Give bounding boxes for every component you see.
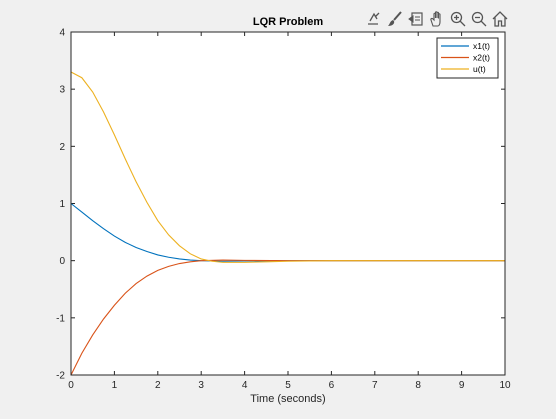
home-button[interactable] [490, 9, 510, 29]
axes-area[interactable] [71, 32, 505, 375]
x-tick-label: 3 [198, 380, 204, 391]
y-tick-label: 1 [59, 199, 65, 210]
legend[interactable]: x1(t) x2(t)u(t) [436, 37, 499, 79]
home-icon [492, 11, 508, 27]
y-tick-label: 3 [59, 85, 65, 96]
zoom-out-button[interactable] [469, 9, 489, 29]
legend-label: x1(t) [473, 41, 490, 51]
axes-box [70, 31, 506, 376]
edit-plot-button[interactable] [364, 9, 384, 29]
axes-toolbar [364, 8, 510, 30]
x-tick-label: 7 [372, 380, 378, 391]
x-tick-label: 0 [68, 380, 74, 391]
edit-plot-icon [368, 12, 380, 25]
pan-button[interactable] [427, 9, 447, 29]
chart-title: LQR Problem [253, 16, 324, 28]
x-tick-label: 6 [329, 380, 335, 391]
legend-items: x1(t) x2(t)u(t) [441, 41, 490, 74]
pan-icon [430, 11, 441, 27]
x-tick-label: 1 [112, 380, 118, 391]
x-tick-label: 9 [459, 380, 465, 391]
x-axis-label: Time (seconds) [250, 393, 325, 405]
ticks-layer: 0 1 2 3 4 5 6 7 8 9 10 -2 -1 0 1 2 3 4 [56, 28, 511, 392]
y-tick-label: -2 [56, 371, 65, 382]
y-tick-label: 2 [59, 142, 65, 153]
data-brush-button[interactable] [385, 9, 405, 29]
zoom-in-button[interactable] [448, 9, 468, 29]
x-tick-label: 10 [499, 380, 511, 391]
y-tick-label: 4 [59, 28, 65, 39]
data-brush-icon [388, 11, 402, 26]
y-tick-label: -1 [56, 313, 65, 324]
zoom-out-icon [471, 11, 487, 27]
plot-lines [70, 71, 505, 376]
legend-label: u(t) [473, 64, 486, 74]
x-tick-label: 4 [242, 380, 248, 391]
x-tick-label: 8 [415, 380, 421, 391]
x-tick-label: 5 [285, 380, 291, 391]
y-tick-label: 0 [59, 256, 65, 267]
zoom-in-icon [450, 11, 466, 27]
x-tick-label: 2 [155, 380, 161, 391]
data-cursor-icon [408, 12, 423, 26]
data-cursor-button[interactable] [406, 9, 426, 29]
series-line-ut[interactable] [70, 71, 505, 263]
legend-label: x2(t) [473, 53, 490, 63]
